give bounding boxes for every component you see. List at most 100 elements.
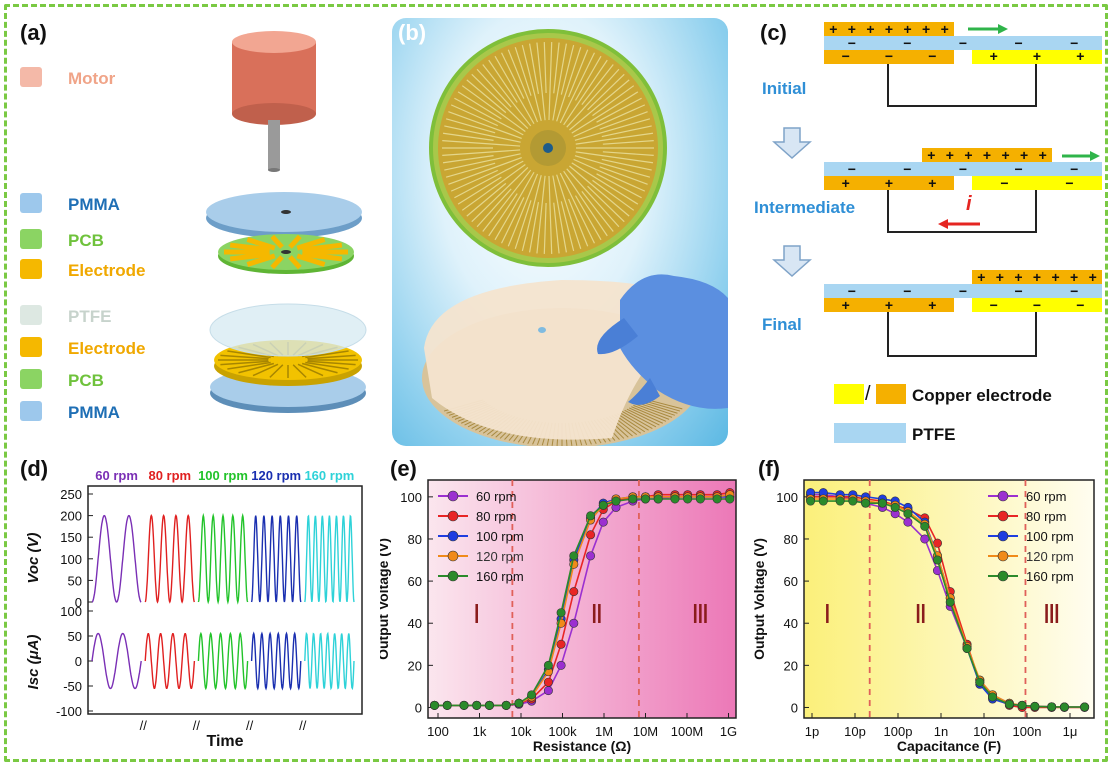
stator-stack bbox=[209, 303, 367, 413]
photo-stator-line bbox=[621, 411, 653, 429]
x-tick-label: 10n bbox=[973, 724, 995, 739]
x-tick-label: 100n bbox=[1013, 724, 1042, 739]
photo-rotor-spoke bbox=[445, 118, 496, 134]
photo-rotor-spoke bbox=[507, 49, 539, 123]
voc-trace bbox=[250, 515, 302, 603]
photo-stator-line bbox=[633, 404, 670, 420]
charge-minus: − bbox=[959, 35, 967, 51]
legend-label: 60 rpm bbox=[1026, 489, 1066, 504]
series-label: 120 rpm bbox=[251, 468, 301, 483]
charge-minus: − bbox=[1033, 297, 1041, 313]
y-tick-label: 20 bbox=[408, 658, 422, 673]
y-tick-label: 100 bbox=[776, 490, 798, 505]
device-photo-drawing bbox=[422, 29, 728, 446]
legend-label-pcb: PCB bbox=[68, 371, 104, 390]
plot-area bbox=[427, 479, 737, 719]
motion-arrow-head bbox=[1090, 151, 1100, 161]
charge-plus: + bbox=[990, 48, 998, 64]
photo-rotor-spoke bbox=[574, 155, 651, 178]
photo-rotor-spoke bbox=[581, 190, 614, 232]
axis-break: // bbox=[299, 718, 307, 733]
photo-rotor-spoke bbox=[450, 169, 498, 192]
y-tick-label: 80 bbox=[408, 532, 422, 547]
photo-rotor-spoke bbox=[536, 175, 546, 254]
panel-label-b: (b) bbox=[398, 20, 427, 45]
charge-minus: − bbox=[1070, 161, 1078, 177]
photo-rotor-spoke bbox=[476, 68, 512, 108]
current-symbol: i bbox=[966, 193, 972, 215]
charge-minus: − bbox=[903, 35, 911, 51]
charge-minus: − bbox=[1015, 161, 1023, 177]
rotor-electrode-spokes bbox=[224, 234, 348, 270]
legend-label-ptfe: PTFE bbox=[68, 307, 111, 326]
photo-rotor-spoke bbox=[599, 166, 648, 185]
photo-rotor-spoke bbox=[553, 42, 560, 94]
device-photo: (b) bbox=[392, 18, 728, 446]
photo-rotor-spoke bbox=[444, 153, 521, 171]
x-tick-label: 100M bbox=[671, 724, 704, 739]
photo-rotor-spoke bbox=[457, 91, 502, 120]
photo-rotor-spoke bbox=[587, 185, 625, 223]
photo-stator-line bbox=[635, 403, 673, 418]
legend-label: 80 rpm bbox=[1026, 509, 1066, 524]
panel-label-a: (a) bbox=[20, 20, 47, 45]
data-point bbox=[1017, 700, 1027, 710]
legend-swatch-orange bbox=[876, 384, 906, 404]
x-tick-label: 100 bbox=[427, 724, 449, 739]
charge-plus: + bbox=[842, 175, 850, 191]
y-tick-label: 50 bbox=[68, 629, 82, 644]
photo-rotor-spoke bbox=[574, 55, 602, 101]
charge-minus: − bbox=[1070, 35, 1078, 51]
y-tick-label: 40 bbox=[784, 616, 798, 631]
panel-a-drawing: Motor PMMA PCB Electrode PTFE Electrode PCB PMM… bbox=[20, 31, 367, 422]
photo-rotor-spoke bbox=[461, 163, 526, 211]
data-point bbox=[903, 517, 913, 527]
legend-marker bbox=[997, 550, 1009, 562]
photo-rotor-spoke bbox=[448, 111, 522, 139]
photo-rotor-spoke bbox=[482, 64, 532, 127]
voc-trace bbox=[91, 514, 142, 603]
bottom-electrode-left bbox=[824, 298, 954, 312]
photo-stator-line bbox=[624, 409, 657, 428]
photo-rotor-spoke bbox=[514, 200, 532, 249]
photo-rotor-spoke bbox=[553, 202, 560, 254]
region-label: Ⅲ bbox=[1043, 599, 1061, 629]
photo-rotor-spoke bbox=[563, 59, 608, 126]
photo-rotor-spoke bbox=[571, 91, 639, 134]
rotor-stack bbox=[206, 192, 362, 274]
legend-label: 120 rpm bbox=[476, 549, 524, 564]
charge-minus: − bbox=[848, 283, 856, 299]
photo-rotor-spoke bbox=[566, 168, 620, 228]
panel-a-legend: Motor PMMA PCB Electrode PTFE Electrode PCB PMM… bbox=[20, 67, 145, 422]
y-tick-label: 80 bbox=[784, 532, 798, 547]
charge-plus: + bbox=[946, 147, 954, 163]
isc-trace bbox=[304, 631, 355, 691]
rotor-spoke bbox=[288, 234, 302, 249]
charge-plus: + bbox=[941, 21, 949, 37]
external-circuit bbox=[887, 190, 1037, 233]
isc-trace bbox=[250, 631, 302, 691]
y-tick-label: 0 bbox=[791, 700, 798, 715]
photo-stator-line bbox=[626, 408, 660, 426]
charge-plus: + bbox=[842, 297, 850, 313]
panel-label-d: (d) bbox=[20, 456, 49, 481]
data-point bbox=[640, 494, 650, 504]
x-tick-label: 1G bbox=[720, 724, 737, 739]
data-point bbox=[586, 511, 596, 521]
data-point bbox=[988, 692, 998, 702]
legend-swatch-pmma bbox=[20, 401, 42, 421]
photo-rotor-spoke bbox=[573, 158, 646, 192]
series-label: 100 rpm bbox=[198, 468, 248, 483]
data-point bbox=[484, 700, 494, 710]
data-point bbox=[920, 521, 930, 531]
charge-minus: − bbox=[1065, 175, 1073, 191]
x-tick-label: 100p bbox=[884, 724, 913, 739]
data-point bbox=[598, 500, 608, 510]
x-tick-label: 1M bbox=[595, 724, 613, 739]
photo-gloved-hand bbox=[597, 274, 728, 409]
y-axis-label: Output Voltage (V) bbox=[751, 538, 767, 660]
x-axis-label: Capacitance (F) bbox=[897, 738, 1001, 754]
photo-rotor-spoke bbox=[559, 172, 596, 244]
data-point bbox=[1004, 699, 1014, 709]
